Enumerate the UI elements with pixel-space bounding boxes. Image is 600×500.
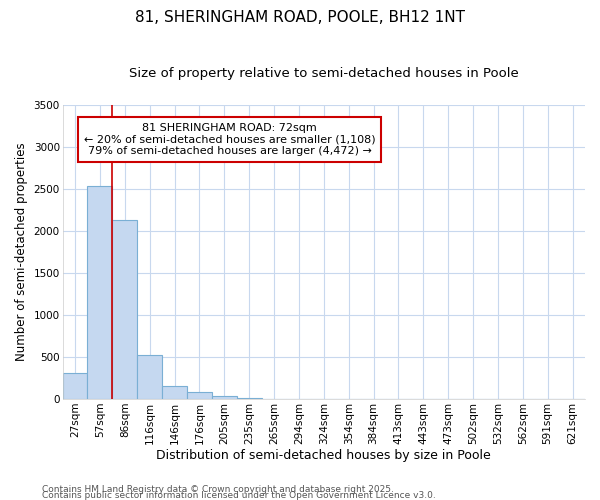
Bar	[187, 392, 212, 399]
Bar	[112, 220, 137, 399]
Y-axis label: Number of semi-detached properties: Number of semi-detached properties	[15, 143, 28, 362]
X-axis label: Distribution of semi-detached houses by size in Poole: Distribution of semi-detached houses by …	[157, 450, 491, 462]
Bar	[237, 398, 262, 399]
Text: Contains HM Land Registry data © Crown copyright and database right 2025.: Contains HM Land Registry data © Crown c…	[42, 485, 394, 494]
Text: 81 SHERINGHAM ROAD: 72sqm
← 20% of semi-detached houses are smaller (1,108)
79% : 81 SHERINGHAM ROAD: 72sqm ← 20% of semi-…	[84, 123, 376, 156]
Text: Contains public sector information licensed under the Open Government Licence v3: Contains public sector information licen…	[42, 490, 436, 500]
Text: 81, SHERINGHAM ROAD, POOLE, BH12 1NT: 81, SHERINGHAM ROAD, POOLE, BH12 1NT	[135, 10, 465, 25]
Bar	[162, 386, 187, 399]
Bar	[137, 356, 162, 399]
Bar	[212, 396, 237, 399]
Bar	[62, 373, 88, 399]
Bar	[88, 186, 112, 399]
Title: Size of property relative to semi-detached houses in Poole: Size of property relative to semi-detach…	[129, 68, 518, 80]
